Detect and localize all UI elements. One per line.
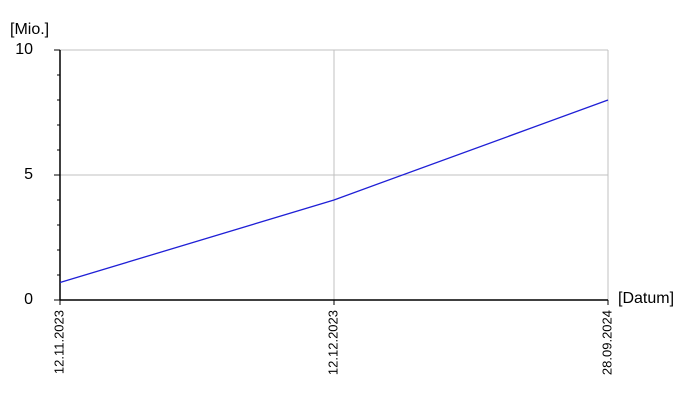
y-tick-label: 10 [15, 41, 33, 58]
y-tick-label: 5 [24, 166, 33, 183]
line [59, 99, 609, 284]
y-tick-label: 0 [24, 291, 33, 308]
x-axis-label: [Datum] [618, 290, 674, 307]
y-axis-label: [Mio.] [10, 21, 49, 38]
x-tick-label: 28.09.2024 [599, 310, 614, 375]
x-tick-label: 12.12.2023 [325, 310, 340, 375]
x-tick-label: 12.11.2023 [51, 310, 66, 374]
